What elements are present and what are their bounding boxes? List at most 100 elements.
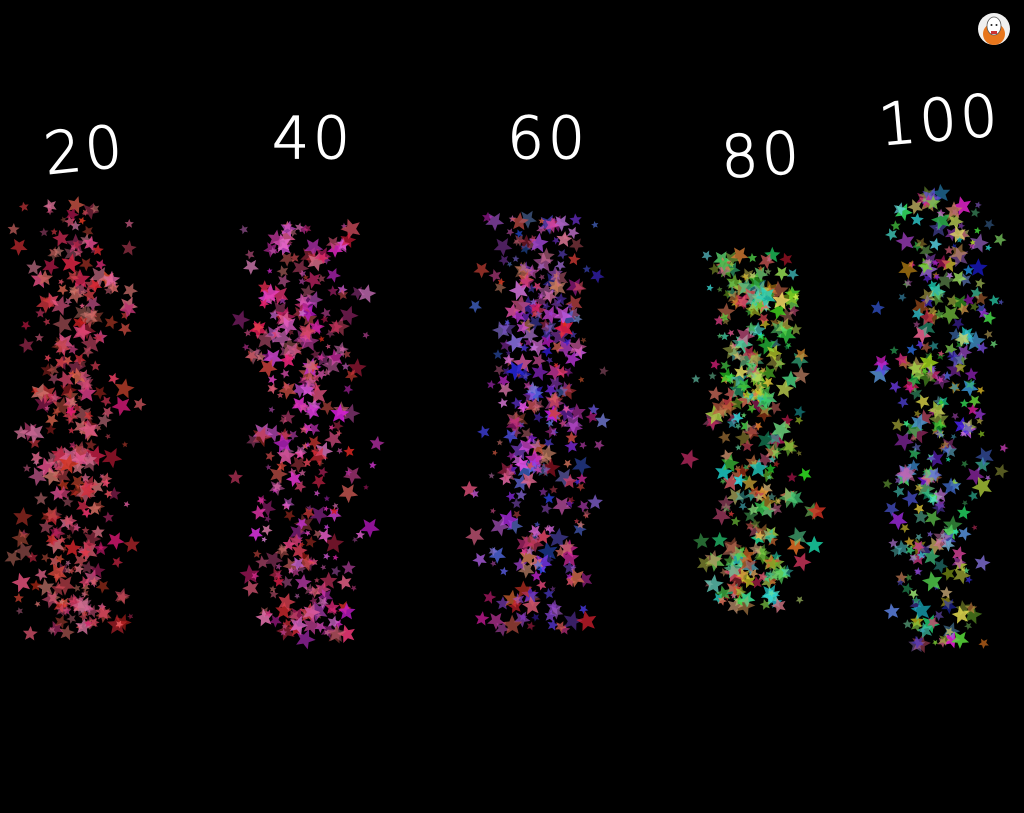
star — [313, 529, 323, 539]
star — [950, 433, 957, 440]
star — [316, 274, 326, 283]
star — [51, 336, 70, 356]
star — [263, 349, 283, 368]
star — [905, 545, 916, 556]
star — [252, 426, 273, 448]
star — [90, 360, 101, 371]
star — [518, 437, 536, 456]
star — [919, 244, 934, 259]
star — [239, 224, 248, 235]
star — [513, 234, 526, 247]
star — [311, 373, 321, 383]
star — [310, 400, 322, 412]
star — [299, 224, 309, 235]
star — [490, 560, 497, 567]
star — [975, 304, 988, 315]
star — [318, 528, 333, 543]
star — [927, 280, 938, 291]
star — [512, 238, 521, 247]
star — [36, 269, 54, 286]
star — [369, 435, 385, 451]
star — [97, 602, 107, 612]
star — [889, 380, 902, 394]
star — [54, 614, 69, 629]
star — [974, 554, 991, 572]
star — [554, 292, 568, 306]
star — [289, 252, 300, 263]
star — [269, 285, 289, 305]
star — [323, 495, 330, 502]
star — [975, 201, 982, 209]
star — [307, 423, 321, 436]
star — [965, 330, 986, 351]
star — [757, 430, 777, 450]
star — [717, 596, 728, 606]
star — [265, 424, 283, 443]
star — [543, 492, 555, 504]
star — [490, 516, 511, 537]
star — [121, 441, 128, 448]
star — [279, 352, 295, 369]
star — [910, 435, 918, 442]
star — [961, 500, 969, 507]
star — [303, 615, 322, 635]
star — [252, 321, 265, 334]
star — [93, 386, 107, 400]
star — [940, 440, 950, 449]
star — [895, 231, 915, 251]
star — [321, 355, 341, 375]
star — [100, 395, 112, 407]
star — [780, 287, 800, 307]
star — [102, 270, 121, 288]
star — [941, 598, 957, 615]
star — [735, 585, 747, 598]
star — [554, 260, 566, 272]
star — [565, 351, 581, 368]
star — [338, 484, 359, 504]
star — [776, 325, 797, 345]
star — [793, 552, 812, 572]
star — [763, 554, 780, 570]
star — [722, 317, 730, 325]
star — [496, 439, 504, 446]
star — [750, 576, 763, 589]
star — [998, 299, 1005, 306]
star — [753, 523, 773, 544]
star — [77, 358, 87, 368]
star — [883, 603, 900, 620]
star — [487, 613, 505, 630]
star — [4, 550, 22, 567]
star — [269, 309, 280, 321]
star — [533, 465, 543, 475]
star — [753, 499, 770, 517]
star — [294, 296, 312, 315]
star — [957, 221, 966, 230]
star — [77, 383, 97, 402]
star — [775, 317, 794, 337]
star — [72, 316, 86, 330]
star — [538, 274, 545, 281]
star — [941, 477, 960, 495]
star — [297, 564, 307, 574]
star — [757, 265, 764, 272]
star — [715, 585, 731, 602]
star — [272, 233, 291, 253]
star — [492, 321, 510, 340]
star — [989, 340, 998, 349]
star — [901, 582, 914, 595]
star — [953, 566, 971, 585]
star — [940, 532, 957, 548]
star — [267, 383, 279, 395]
star — [543, 438, 555, 450]
star — [66, 358, 86, 377]
star — [310, 557, 319, 566]
star — [85, 439, 97, 451]
star — [269, 479, 286, 496]
star — [757, 452, 774, 468]
star — [794, 416, 804, 425]
star — [882, 478, 893, 489]
star — [82, 452, 97, 466]
star — [537, 247, 555, 264]
star — [76, 499, 91, 514]
